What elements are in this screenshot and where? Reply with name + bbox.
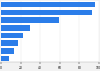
Bar [1, 2, 95, 7]
Bar [1, 40, 18, 46]
Bar [1, 48, 14, 54]
Bar [1, 17, 59, 23]
Bar [1, 56, 9, 61]
Bar [1, 10, 92, 15]
Bar [1, 33, 23, 38]
Bar [1, 25, 30, 31]
